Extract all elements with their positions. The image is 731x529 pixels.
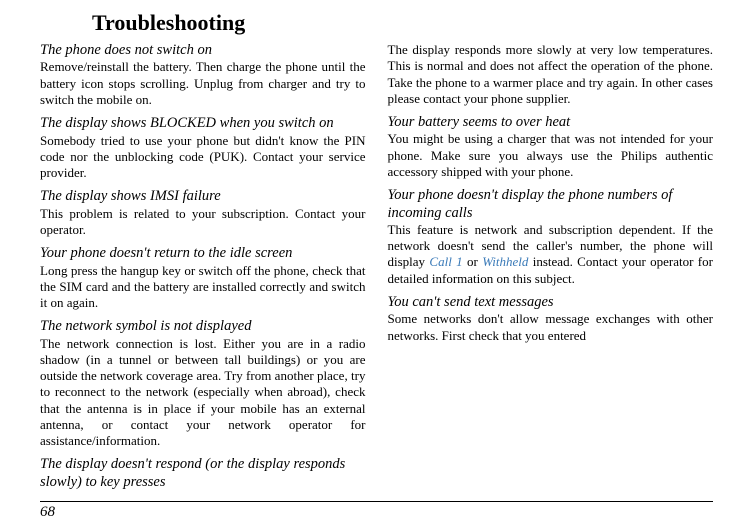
highlight-text: Withheld <box>482 254 528 269</box>
section-body: Long press the hangup key or switch off … <box>40 263 366 312</box>
section-heading: The phone does not switch on <box>40 42 366 59</box>
content-columns: The phone does not switch on Remove/rein… <box>40 42 713 494</box>
section-body: Remove/reinstall the battery. Then charg… <box>40 59 366 108</box>
section-heading: The network symbol is not displayed <box>40 318 366 335</box>
section-body: This problem is related to your subscrip… <box>40 206 366 239</box>
section-body: This feature is network and subscription… <box>388 222 714 287</box>
page-title: Troubleshooting <box>92 10 713 36</box>
section-heading: You can't send text messages <box>388 294 714 311</box>
section-body: Some networks don't allow message exchan… <box>388 311 714 344</box>
highlight-text: Call 1 <box>429 254 462 269</box>
section-heading: The display doesn't respond (or the disp… <box>40 456 366 491</box>
section-body: Somebody tried to use your phone but did… <box>40 133 366 182</box>
section-heading: The display shows BLOCKED when you switc… <box>40 115 366 132</box>
section-heading: Your phone doesn't display the phone num… <box>388 187 714 222</box>
page-number: 68 <box>40 501 713 521</box>
section-heading: The display shows IMSI failure <box>40 188 366 205</box>
section-heading: Your phone doesn't return to the idle sc… <box>40 245 366 262</box>
section-body: You might be using a charger that was no… <box>388 131 714 180</box>
section-body: The network connection is lost. Either y… <box>40 336 366 450</box>
section-body: The display responds more slowly at very… <box>388 42 714 107</box>
text: or <box>463 254 483 269</box>
section-heading: Your battery seems to over heat <box>388 114 714 131</box>
